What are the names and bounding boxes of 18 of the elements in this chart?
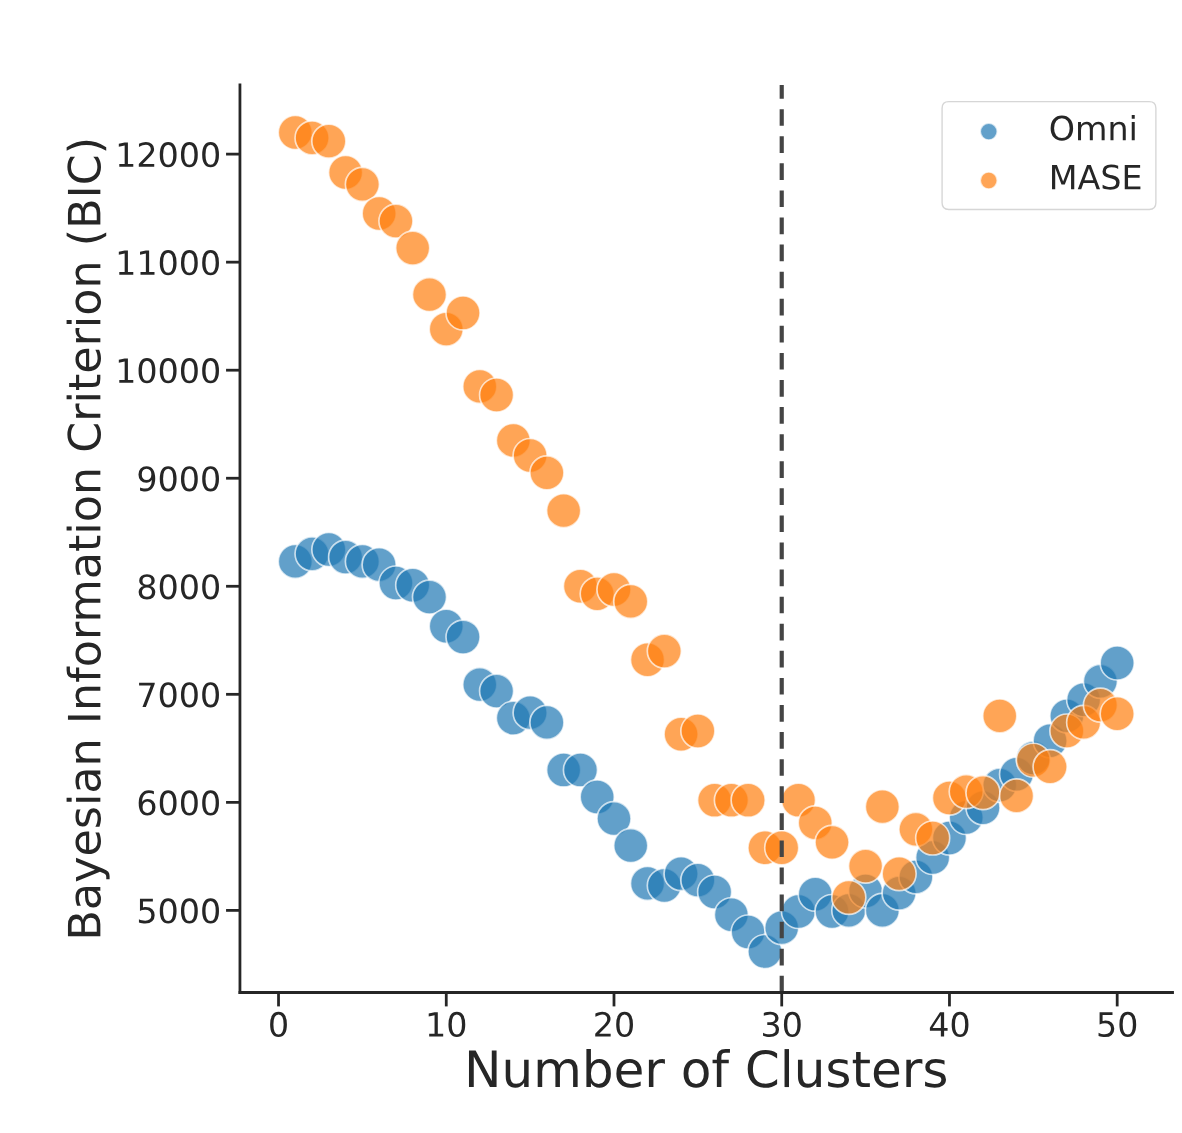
x-tick-label: 0: [270, 1011, 287, 1038]
y-tick-label: 11000: [118, 250, 219, 276]
y-tick-label: 8000: [138, 574, 219, 600]
y-tick-label: 12000: [118, 142, 219, 168]
legend-label: MASE: [1052, 164, 1141, 190]
y-tick-label: 7000: [139, 682, 219, 708]
x-tick-label: 30: [763, 1011, 801, 1038]
legend-label: Omni: [1050, 114, 1135, 141]
y-axis-title: Bayesian Information Criterion (BIC): [66, 140, 110, 937]
y-tick-label: 5000: [138, 898, 219, 924]
x-tick-label: 40: [929, 1011, 969, 1038]
y-tick-label: 10000: [118, 358, 219, 384]
y-tick-label: 6000: [138, 790, 219, 816]
y-tick-label: 9000: [138, 466, 219, 492]
x-tick-label: 10: [428, 1011, 466, 1038]
x-tick-label: 20: [595, 1011, 633, 1038]
x-axis-title: Number of Clusters: [468, 1049, 946, 1088]
x-tick-label: 50: [1098, 1011, 1137, 1038]
